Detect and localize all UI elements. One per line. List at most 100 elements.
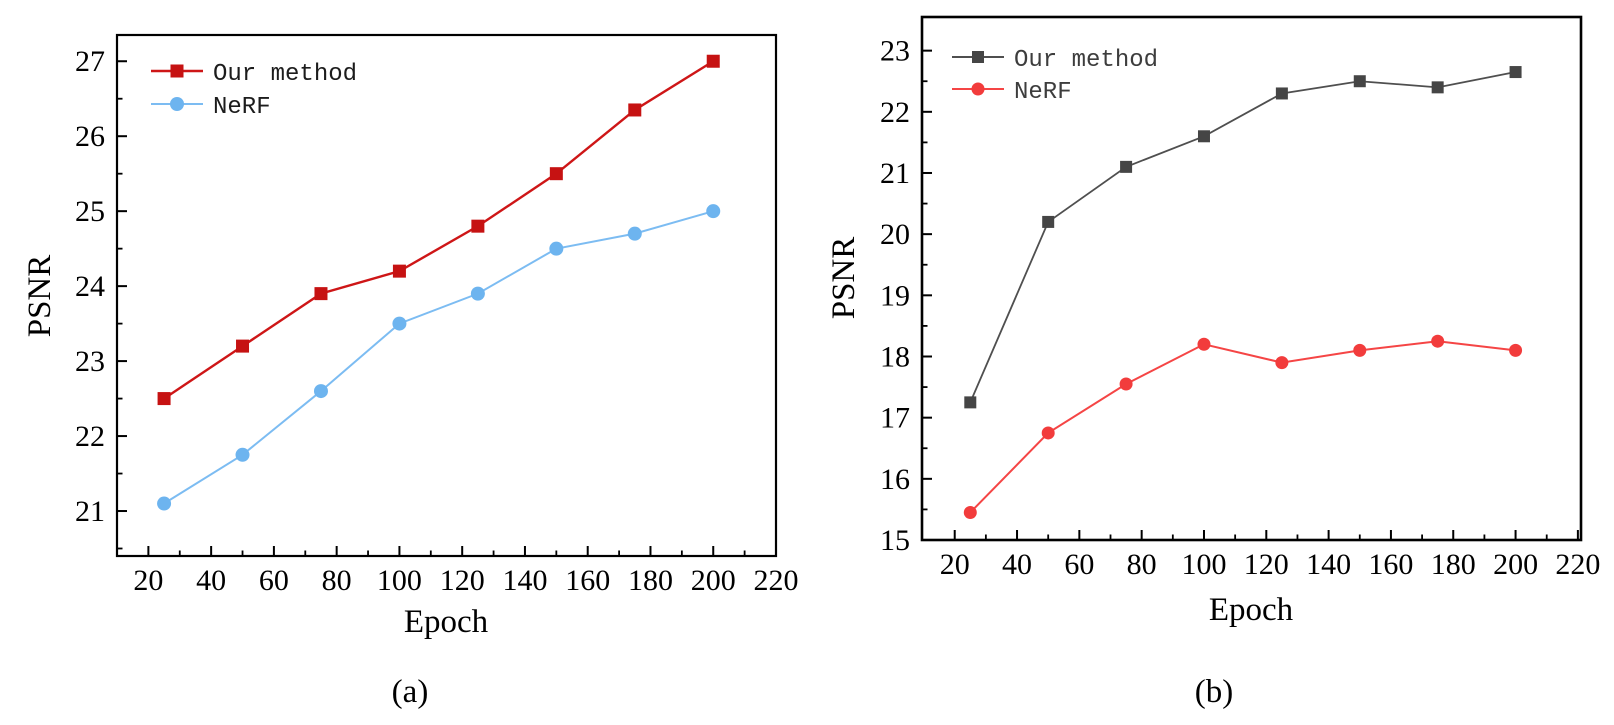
chart-b-nerf-point [1353, 343, 1367, 357]
chart-b-x-tick-label-160: 160 [1368, 548, 1413, 581]
chart-a-our-method-point [157, 392, 171, 406]
chart-b-xlabel: Epoch [1209, 592, 1294, 628]
chart-b-our-method-point [1509, 66, 1522, 79]
chart-b-x-tick-label-180: 180 [1431, 548, 1476, 581]
chart-a-y-tick-label-24: 24 [75, 270, 105, 303]
chart-b-our-method-point [1275, 87, 1288, 100]
chart-a-x-tick-label-220: 220 [754, 564, 799, 597]
chart-a-our-method-point [236, 339, 250, 353]
chart-b-y-tick-label-16: 16 [880, 463, 910, 496]
chart-a-y-tick-label-22: 22 [75, 420, 105, 453]
chart-a-nerf-point [627, 226, 642, 241]
chart-a-x-tick-label-60: 60 [259, 564, 289, 597]
chart-a-nerf-point [235, 447, 250, 462]
chart-a-our-method-point [392, 264, 406, 278]
chart-b-our-method-point [1042, 215, 1055, 228]
chart-a-x-tick-label-40: 40 [196, 564, 226, 597]
chart-b-x-tick-label-140: 140 [1306, 548, 1351, 581]
chart-b-x-tick-label-200: 200 [1493, 548, 1538, 581]
chart-b-y-tick-label-15: 15 [880, 524, 910, 557]
chart-a-x-tick-label-120: 120 [440, 564, 485, 597]
legend-marker-our-method [170, 64, 184, 78]
chart-b-y-tick-label-21: 21 [880, 157, 910, 190]
chart-a-series-nerf [157, 204, 721, 511]
chart-a-x-tick-label-20: 20 [133, 564, 163, 597]
chart-a-y-tick-label-25: 25 [75, 195, 105, 228]
chart-a-x-tick-label-80: 80 [322, 564, 352, 597]
legend-label-nerf: NeRF [213, 94, 271, 121]
legend-label-our-method: Our method [1014, 47, 1158, 74]
chart-b-x-tick-label-120: 120 [1244, 548, 1289, 581]
chart-a-y-tick-label-27: 27 [75, 45, 105, 78]
chart-b-x-tick-label-80: 80 [1127, 548, 1157, 581]
chart-b-nerf-point [1119, 377, 1133, 391]
chart-b: 20 40 60 80 100 120 140 160 180 200 220 15 16 17 18 19 2… [826, 15, 1600, 628]
chart-b-nerf-point [1509, 343, 1523, 357]
chart-b-nerf-point [1275, 356, 1289, 370]
chart-a-series-our-method [157, 54, 720, 406]
chart-b-nerf-point [1431, 334, 1445, 348]
chart-a-x-tick-label-160: 160 [565, 564, 610, 597]
chart-b-y-tick-label-17: 17 [880, 402, 910, 435]
chart-a-nerf-point [313, 384, 328, 399]
chart-a-xlabel: Epoch [404, 604, 489, 640]
chart-a-our-method-point [471, 219, 485, 233]
chart-b-x-tick-label-20: 20 [940, 548, 970, 581]
chart-b-our-method-point [1353, 75, 1366, 88]
chart-a-frame [115, 33, 778, 558]
chart-a-ylabel: PSNR [22, 255, 58, 338]
chart-b-series-our-method [964, 66, 1522, 409]
chart-a-legend: Our method NeRF [151, 61, 357, 121]
chart-b-series-nerf [963, 334, 1523, 519]
chart-a-nerf-point [157, 496, 172, 511]
chart-b-nerf-point [1041, 426, 1055, 440]
chart-b-series-nerf-line [969, 340, 1516, 514]
chart-b-our-method-point [964, 396, 977, 409]
chart-a-series-our-method-line [163, 60, 714, 400]
caption-a: (a) [391, 674, 429, 710]
legend-marker-nerf [170, 97, 184, 111]
chart-a-nerf-point [392, 316, 407, 331]
chart-b-nerf-point [963, 505, 977, 519]
chart-a-y-tick-label-26: 26 [75, 120, 105, 153]
chart-b-frame [920, 15, 1583, 542]
chart-b-y-tick-label-22: 22 [880, 96, 910, 129]
chart-a-x-tick-label-180: 180 [628, 564, 673, 597]
chart-b-our-method-point [1197, 130, 1210, 143]
chart-b-x-tick-label-60: 60 [1064, 548, 1094, 581]
chart-b-ylabel: PSNR [826, 237, 862, 320]
chart-b-x-tick-label-100: 100 [1181, 548, 1226, 581]
chart-b-y-tick-label-20: 20 [880, 218, 910, 251]
chart-a-nerf-point [706, 204, 721, 219]
chart-a-our-method-point [706, 54, 720, 68]
chart-a-y-tick-label-23: 23 [75, 345, 105, 378]
chart-a-nerf-point [470, 286, 485, 301]
legend-label-nerf: NeRF [1014, 79, 1072, 106]
chart-b-series-our-method-line [969, 71, 1516, 403]
legend-label-our-method: Our method [213, 61, 357, 88]
chart-b-legend: Our method NeRF [952, 47, 1158, 106]
legend-marker-nerf [971, 82, 985, 96]
caption-b: (b) [1194, 674, 1234, 710]
legend-marker-our-method [972, 51, 984, 63]
chart-a-x-tick-label-200: 200 [691, 564, 736, 597]
chart-b-x-tick-label-220: 220 [1555, 548, 1600, 581]
chart-b-y-tick-label-23: 23 [880, 35, 910, 68]
chart-a-x-tick-label-100: 100 [377, 564, 422, 597]
chart-b-y-tick-label-18: 18 [880, 340, 910, 373]
chart-b-our-method-point [1120, 160, 1133, 173]
chart-a-our-method-point [549, 167, 563, 181]
chart-a-series-nerf-line [163, 210, 714, 505]
chart-a-x-tick-label-140: 140 [502, 564, 547, 597]
chart-a-y-tick-label-21: 21 [75, 495, 105, 528]
chart-b-y-tick-label-19: 19 [880, 279, 910, 312]
chart-b-nerf-point [1197, 337, 1211, 351]
chart-a-nerf-point [549, 241, 564, 256]
chart-b-x-tick-label-40: 40 [1002, 548, 1032, 581]
chart-a-our-method-point [314, 287, 328, 301]
chart-a-our-method-point [628, 103, 642, 117]
chart-b-our-method-point [1431, 81, 1444, 94]
chart-a: 20 40 60 80 100 120 140 160 180 200 220 21 22 23 24 25 2… [22, 33, 799, 640]
